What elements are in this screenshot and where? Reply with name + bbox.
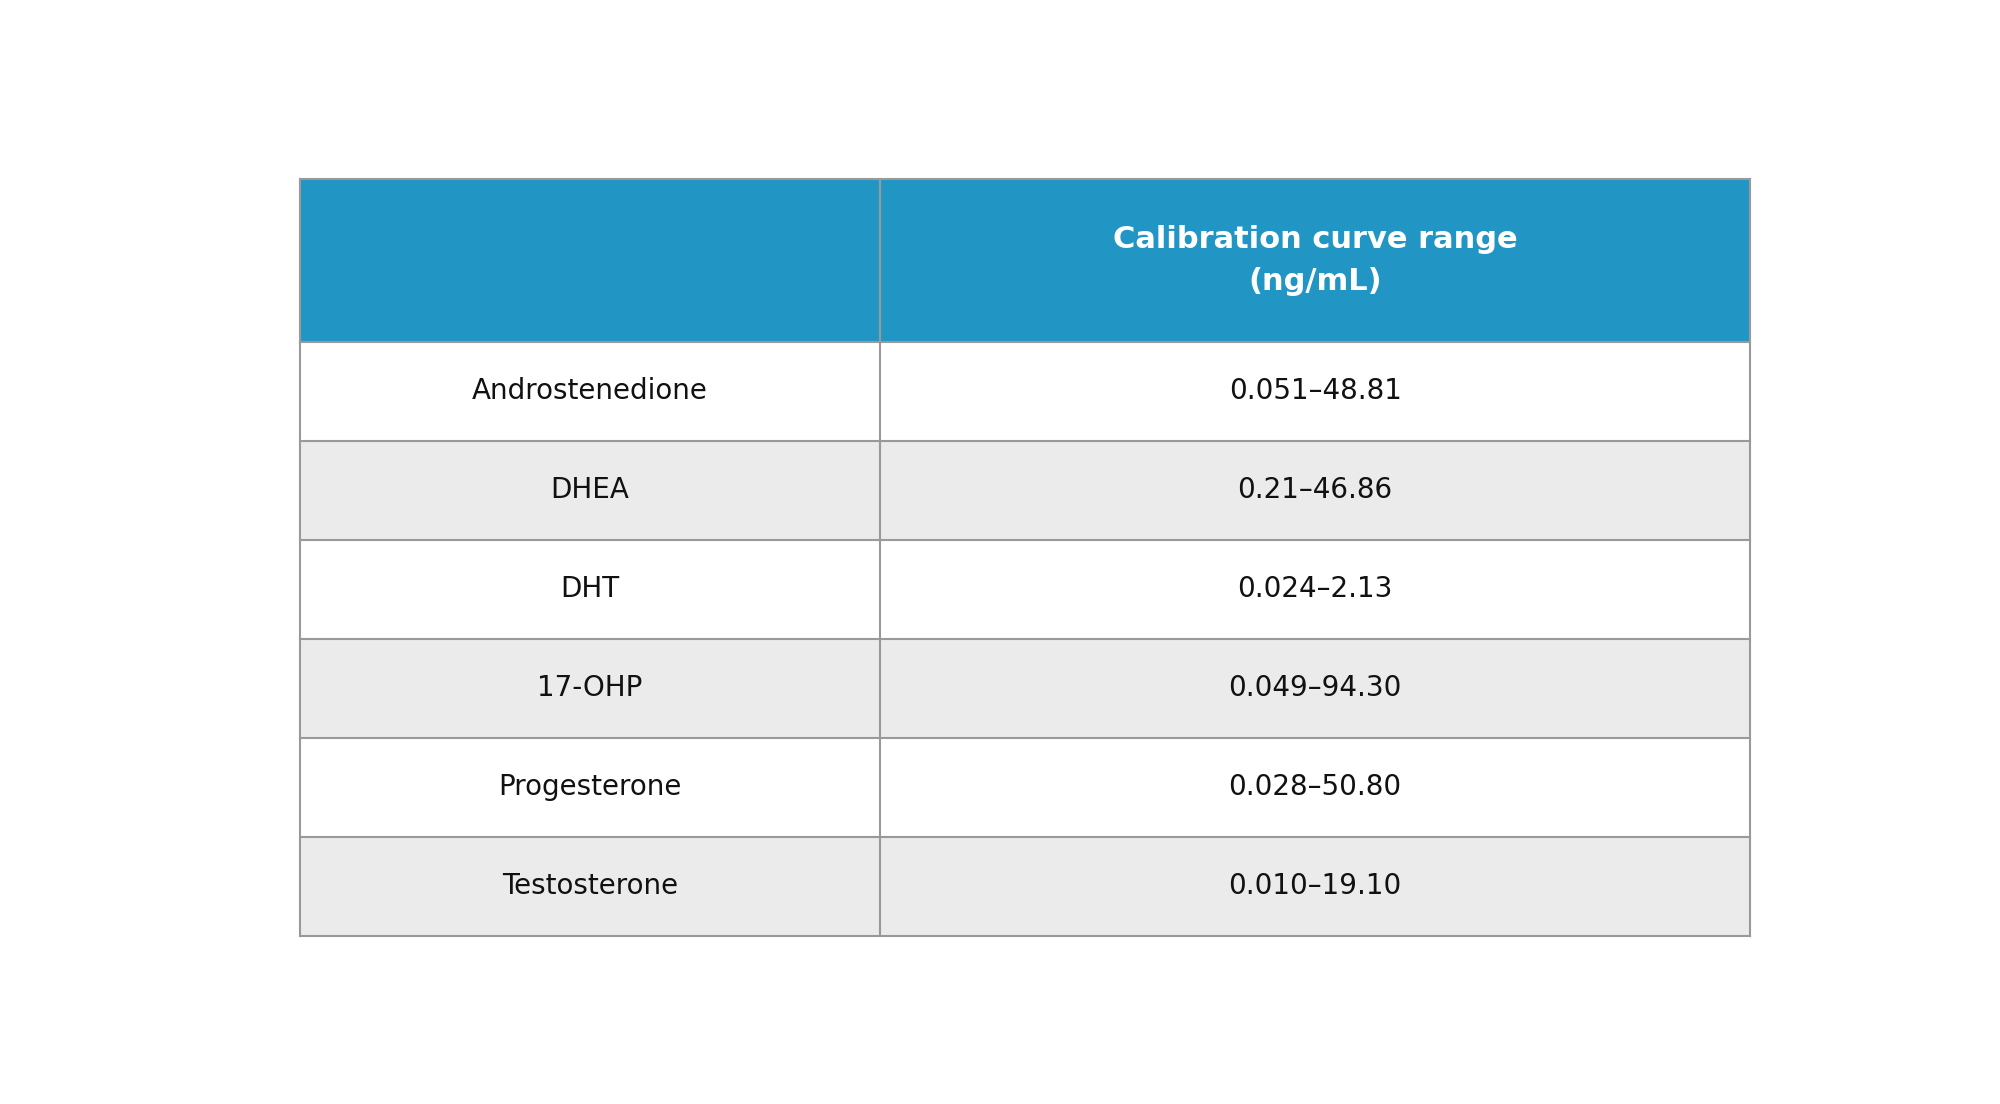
Text: DHT: DHT [560, 575, 620, 604]
Text: 0.21–46.86: 0.21–46.86 [1238, 476, 1392, 505]
Bar [880, 440, 1750, 540]
Text: Calibration curve range
(ng/mL): Calibration curve range (ng/mL) [1112, 225, 1518, 297]
Text: 17-OHP: 17-OHP [538, 675, 642, 702]
Bar [300, 440, 880, 540]
Bar [880, 179, 1750, 342]
Bar [880, 639, 1750, 737]
Bar [880, 837, 1750, 936]
Text: 0.024–2.13: 0.024–2.13 [1238, 575, 1392, 604]
Text: 0.010–19.10: 0.010–19.10 [1228, 872, 1402, 901]
Bar [300, 179, 880, 342]
Text: 0.049–94.30: 0.049–94.30 [1228, 675, 1402, 702]
Bar [300, 540, 880, 639]
Text: 0.051–48.81: 0.051–48.81 [1228, 378, 1402, 405]
Bar [880, 342, 1750, 440]
Bar [300, 737, 880, 837]
Bar [880, 540, 1750, 639]
Bar [300, 639, 880, 737]
Text: Progesterone: Progesterone [498, 773, 682, 802]
Text: Testosterone: Testosterone [502, 872, 678, 901]
Bar [300, 342, 880, 440]
Bar [300, 837, 880, 936]
Text: DHEA: DHEA [550, 476, 630, 505]
Bar [880, 737, 1750, 837]
Text: 0.028–50.80: 0.028–50.80 [1228, 773, 1402, 802]
Text: Androstenedione: Androstenedione [472, 378, 708, 405]
